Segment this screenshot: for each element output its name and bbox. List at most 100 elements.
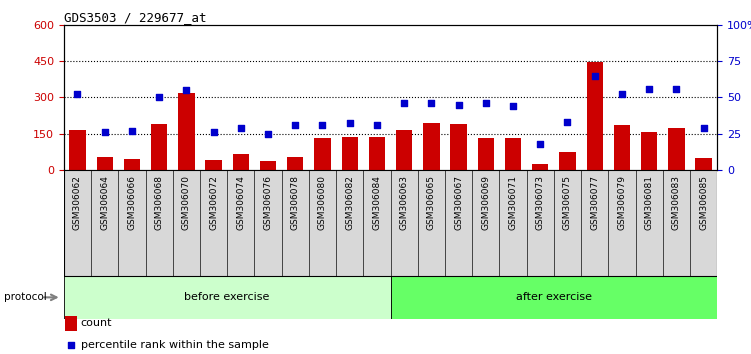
Point — [425, 100, 437, 106]
Bar — [478, 138, 494, 170]
Point — [153, 95, 165, 100]
Bar — [424, 123, 439, 170]
Point — [534, 141, 546, 147]
Point — [235, 125, 247, 131]
Point — [71, 92, 83, 97]
Bar — [65, 316, 77, 331]
Text: GSM306063: GSM306063 — [400, 175, 409, 230]
Bar — [64, 276, 391, 319]
Bar — [445, 170, 472, 276]
Bar — [151, 124, 167, 170]
Point — [180, 87, 192, 93]
Point — [698, 125, 710, 131]
Text: GSM306064: GSM306064 — [100, 175, 109, 230]
Bar — [369, 137, 385, 170]
Bar — [124, 159, 140, 170]
Text: GSM306065: GSM306065 — [427, 175, 436, 230]
Text: GSM306074: GSM306074 — [237, 175, 246, 230]
Text: GSM306075: GSM306075 — [563, 175, 572, 230]
Text: GSM306067: GSM306067 — [454, 175, 463, 230]
Text: GDS3503 / 229677_at: GDS3503 / 229677_at — [64, 11, 207, 24]
Text: GSM306062: GSM306062 — [73, 175, 82, 230]
Point — [344, 121, 356, 126]
Point — [616, 92, 628, 97]
Bar — [587, 62, 603, 170]
Point — [98, 129, 110, 135]
Text: GSM306078: GSM306078 — [291, 175, 300, 230]
Bar — [178, 92, 195, 170]
Bar — [336, 170, 363, 276]
Bar — [608, 170, 635, 276]
Bar — [363, 170, 391, 276]
Bar — [206, 160, 222, 170]
Text: GSM306084: GSM306084 — [372, 175, 382, 230]
Text: percentile rank within the sample: percentile rank within the sample — [81, 339, 269, 350]
Point — [398, 100, 410, 106]
Point — [289, 122, 301, 128]
Bar — [641, 132, 657, 170]
Point — [65, 342, 77, 348]
Bar — [668, 127, 684, 170]
Point — [562, 119, 574, 125]
Bar — [342, 137, 358, 170]
Point — [507, 103, 519, 109]
Bar — [614, 125, 630, 170]
Bar — [64, 170, 91, 276]
Text: GSM306083: GSM306083 — [672, 175, 681, 230]
Bar — [146, 170, 173, 276]
Bar — [309, 170, 336, 276]
Bar — [260, 161, 276, 170]
Bar — [233, 154, 249, 170]
Bar — [505, 138, 521, 170]
Text: GSM306073: GSM306073 — [535, 175, 544, 230]
Text: GSM306081: GSM306081 — [644, 175, 653, 230]
Text: GSM306076: GSM306076 — [264, 175, 273, 230]
Point — [453, 102, 465, 107]
Point — [643, 86, 655, 91]
Bar — [255, 170, 282, 276]
Point — [589, 73, 601, 78]
Text: GSM306077: GSM306077 — [590, 175, 599, 230]
Bar — [690, 170, 717, 276]
Bar — [96, 156, 113, 170]
Point — [371, 122, 383, 128]
Bar — [499, 170, 526, 276]
Text: GSM306080: GSM306080 — [318, 175, 327, 230]
Text: GSM306071: GSM306071 — [508, 175, 517, 230]
Bar — [287, 156, 303, 170]
Bar — [396, 130, 412, 170]
Point — [316, 122, 328, 128]
Text: GSM306070: GSM306070 — [182, 175, 191, 230]
Text: GSM306085: GSM306085 — [699, 175, 708, 230]
Text: count: count — [81, 318, 113, 329]
Text: after exercise: after exercise — [516, 292, 592, 302]
Bar — [472, 170, 499, 276]
Bar — [314, 138, 330, 170]
Bar — [559, 152, 575, 170]
Bar — [554, 170, 581, 276]
Bar — [418, 170, 445, 276]
Bar — [451, 124, 467, 170]
Text: protocol: protocol — [4, 292, 47, 302]
Point — [480, 100, 492, 106]
Bar — [532, 164, 548, 170]
Bar — [695, 158, 712, 170]
Bar — [581, 170, 608, 276]
Text: GSM306068: GSM306068 — [155, 175, 164, 230]
Text: before exercise: before exercise — [185, 292, 270, 302]
Bar — [69, 130, 86, 170]
Bar — [119, 170, 146, 276]
Bar — [391, 276, 717, 319]
Bar — [282, 170, 309, 276]
Bar — [200, 170, 227, 276]
Point — [262, 131, 274, 136]
Bar — [173, 170, 200, 276]
Bar — [227, 170, 255, 276]
Bar — [635, 170, 662, 276]
Text: GSM306066: GSM306066 — [128, 175, 137, 230]
Point — [126, 128, 138, 133]
Text: GSM306079: GSM306079 — [617, 175, 626, 230]
Bar — [662, 170, 690, 276]
Text: GSM306082: GSM306082 — [345, 175, 354, 230]
Bar — [526, 170, 554, 276]
